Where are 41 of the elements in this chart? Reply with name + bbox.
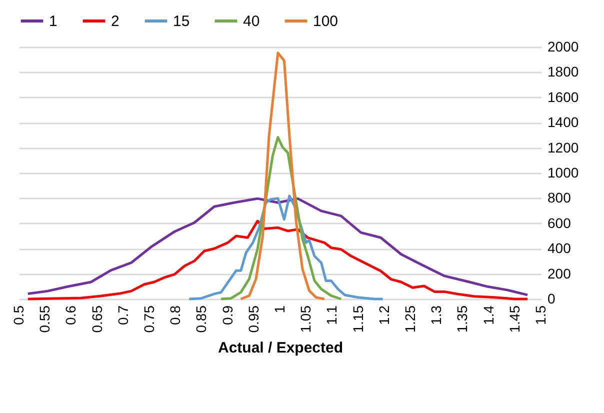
x-tick-label: 0.65 — [88, 305, 105, 333]
y-tick-label: 1800 — [548, 64, 579, 80]
line-series — [26, 220, 529, 300]
x-tick-label: 1.05 — [298, 305, 314, 333]
x-axis-title: Actual / Expected — [218, 340, 344, 357]
legend-label: 40 — [243, 13, 260, 30]
x-tick-label: 1.5 — [532, 305, 548, 325]
legend-label: 100 — [313, 13, 338, 30]
y-tick-label: 200 — [548, 265, 572, 282]
x-tick-label: 0.7 — [114, 305, 131, 325]
legend-label: 1 — [49, 13, 58, 30]
x-tick-label: 1.2 — [376, 305, 392, 325]
line-series — [240, 52, 326, 300]
x-tick-label: 1.45 — [506, 305, 522, 333]
x-tick-label: 0.6 — [62, 305, 79, 325]
x-tick-label: 1.4 — [480, 305, 496, 325]
y-tick-label: 400 — [548, 240, 572, 256]
x-tick-label: 0.85 — [193, 305, 210, 333]
x-tick-label: 1 — [272, 305, 288, 314]
x-tick-label: 1.1 — [324, 305, 340, 325]
x-tick-label: 0.5 — [10, 305, 26, 325]
y-tick-label: 1600 — [548, 88, 579, 105]
legend-label: 15 — [173, 13, 190, 30]
x-tick-label: 1.25 — [402, 305, 418, 333]
y-tick-label: 1400 — [548, 114, 579, 130]
y-tick-label: 600 — [548, 214, 572, 231]
x-tick-label: 0.75 — [141, 305, 157, 333]
y-tick-label: 2000 — [548, 38, 579, 54]
x-tick-label: 0.9 — [219, 305, 236, 325]
y-tick-label: 1200 — [548, 139, 579, 156]
y-tick-label: 1000 — [548, 164, 579, 180]
line-series — [26, 197, 529, 296]
legend-label: 2 — [111, 13, 120, 30]
x-tick-label: 0.55 — [36, 305, 53, 333]
x-tick-label: 1.15 — [350, 305, 366, 333]
x-tick-label: 1.3 — [428, 305, 444, 325]
x-tick-label: 0.95 — [245, 305, 262, 333]
y-tick-label: 0 — [548, 290, 556, 306]
x-tick-label: 0.8 — [167, 305, 184, 325]
x-tick-label: 1.35 — [454, 305, 470, 333]
y-tick-label: 800 — [548, 190, 572, 206]
